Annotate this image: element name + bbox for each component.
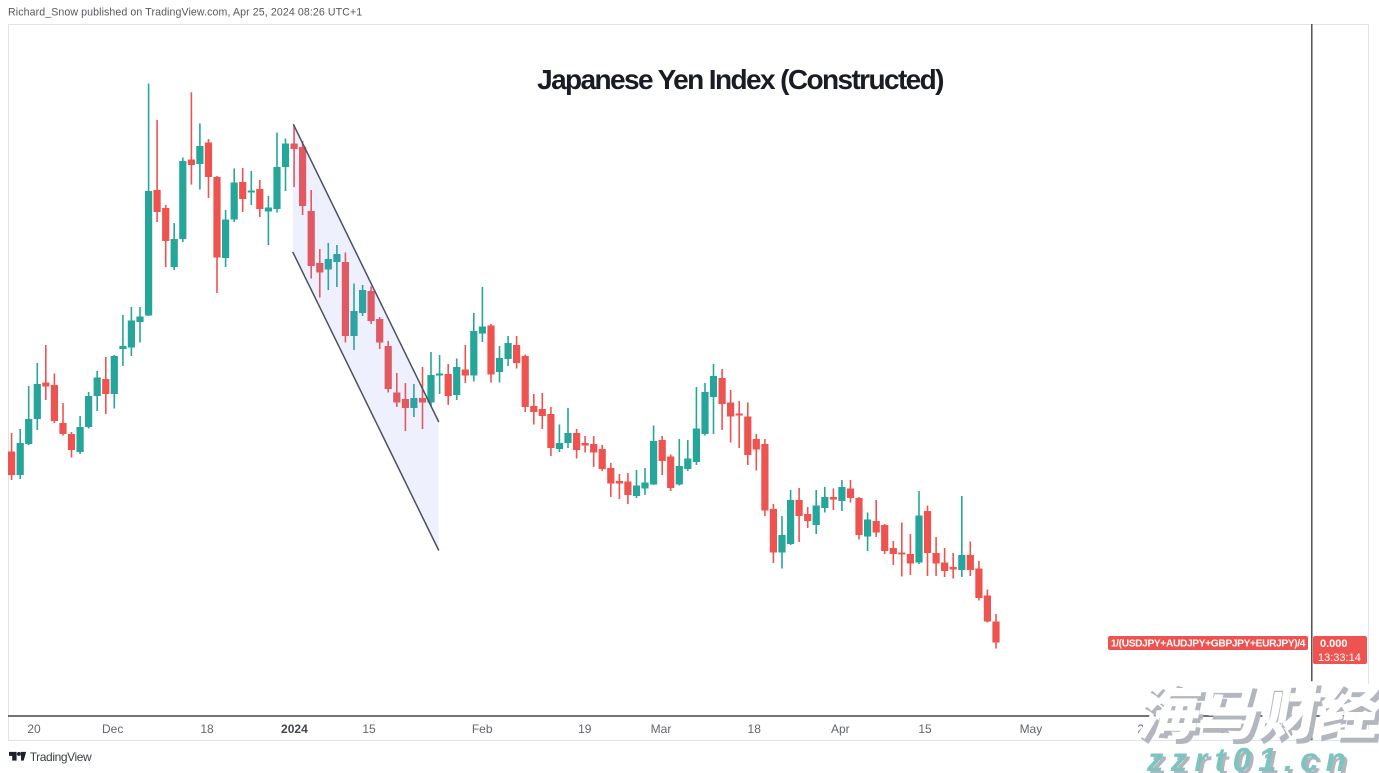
svg-text:TradingView: TradingView	[30, 750, 92, 764]
svg-text:1/(USDJPY+AUDJPY+GBPJPY+EURJPY: 1/(USDJPY+AUDJPY+GBPJPY+EURJPY)/4	[1111, 639, 1306, 650]
svg-text:zzrt01.cn: zzrt01.cn	[1149, 744, 1356, 773]
svg-text:2024: 2024	[281, 722, 308, 736]
svg-text:0.000: 0.000	[1320, 638, 1348, 650]
svg-text:15: 15	[362, 722, 376, 736]
svg-text:15: 15	[918, 722, 932, 736]
svg-text:13:33:14: 13:33:14	[1318, 652, 1361, 664]
svg-text:19: 19	[578, 722, 592, 736]
svg-text:zzrt01.cn: zzrt01.cn	[1146, 741, 1353, 773]
svg-text:18: 18	[748, 722, 762, 736]
svg-text:18: 18	[200, 722, 214, 736]
svg-text:Japanese Yen Index (Constructe: Japanese Yen Index (Constructed)	[537, 64, 943, 95]
svg-text:Dec: Dec	[102, 722, 123, 736]
svg-text:Richard_Snow published on Trad: Richard_Snow published on TradingView.co…	[8, 7, 362, 19]
svg-text:Mar: Mar	[651, 722, 672, 736]
svg-text:20: 20	[27, 722, 41, 736]
svg-text:Feb: Feb	[472, 722, 493, 736]
svg-text:May: May	[1020, 722, 1043, 736]
svg-text:Apr: Apr	[831, 722, 850, 736]
